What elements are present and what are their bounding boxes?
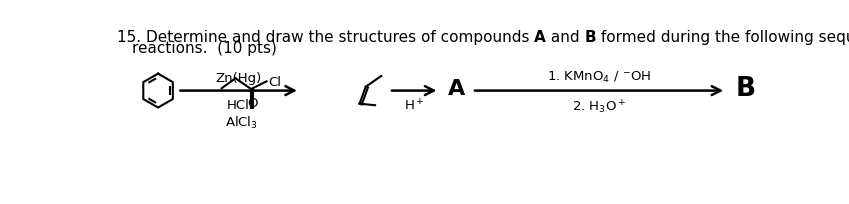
Text: HCl: HCl — [228, 98, 250, 111]
Text: A: A — [534, 30, 546, 45]
Text: reactions.  (10 pts): reactions. (10 pts) — [132, 41, 278, 55]
Text: H$^+$: H$^+$ — [404, 98, 424, 113]
Text: A: A — [447, 78, 465, 98]
Text: B: B — [585, 30, 596, 45]
Text: and: and — [546, 30, 585, 45]
Text: AlCl$_3$: AlCl$_3$ — [225, 114, 258, 130]
Text: Cl: Cl — [268, 75, 281, 88]
Text: O: O — [247, 97, 257, 110]
Text: B: B — [735, 75, 756, 101]
Text: 2. H$_3$O$^+$: 2. H$_3$O$^+$ — [572, 98, 627, 115]
Text: formed during the following sequence of: formed during the following sequence of — [596, 30, 849, 45]
Text: 1. KMnO$_4$ / $\mathsf{^{-}OH}$: 1. KMnO$_4$ / $\mathsf{^{-}OH}$ — [547, 69, 651, 84]
Text: Zn(Hg): Zn(Hg) — [216, 71, 261, 84]
Text: 15. Determine and draw the structures of compounds: 15. Determine and draw the structures of… — [117, 30, 534, 45]
